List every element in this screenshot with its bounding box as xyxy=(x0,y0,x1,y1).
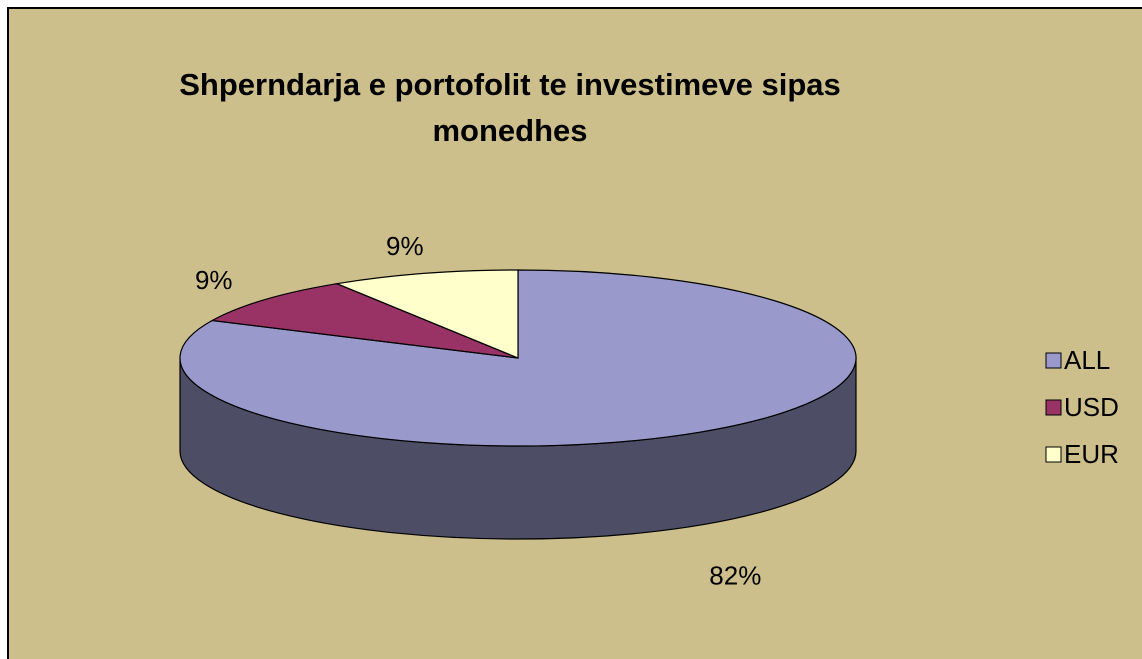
data-label: 9% xyxy=(195,265,233,295)
legend-swatch xyxy=(1045,352,1062,369)
slice xyxy=(334,269,519,359)
legend-swatch xyxy=(1045,446,1062,463)
legend-label: USD xyxy=(1064,392,1119,422)
data-label: 82% xyxy=(709,560,761,590)
slice xyxy=(210,283,519,359)
legend-label: EUR xyxy=(1064,439,1119,469)
chart-title: Shperndarja e portofolit te investimeve … xyxy=(179,67,841,148)
legend-swatch xyxy=(1045,399,1062,416)
legend-label: ALL xyxy=(1064,345,1110,375)
data-label: 9% xyxy=(386,231,424,261)
